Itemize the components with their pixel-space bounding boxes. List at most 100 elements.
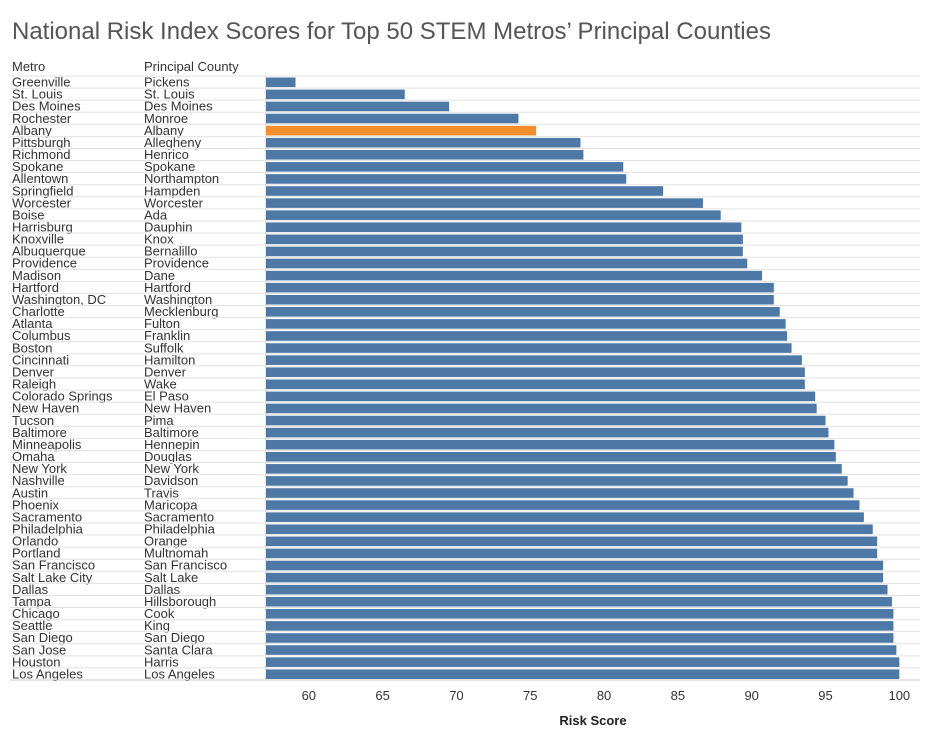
county-label: Dauphin [144,220,192,235]
county-label: Providence [144,256,209,271]
metro-label: Columbus [12,328,71,343]
bar [266,451,836,462]
metro-label: St. Louis [12,87,63,102]
county-label: Hartford [144,280,191,295]
metro-label: Boston [12,340,52,355]
metro-label: Pittsburgh [12,135,71,150]
county-label: Ada [144,207,168,222]
bar [266,137,581,148]
county-label: Salt Lake [144,570,198,585]
metro-label: Albuquerque [12,244,86,259]
bar [266,234,743,245]
bar [266,621,894,631]
county-label: Bernalillo [144,244,197,259]
county-label: Franklin [144,328,190,343]
x-tick-label: 65 [375,688,389,703]
county-label: Fulton [144,316,180,331]
county-label: Hennepin [144,437,200,452]
bar [266,596,892,607]
x-tick-label: 85 [671,688,685,703]
metro-label: San Diego [12,630,73,645]
bar [266,572,884,583]
x-tick-label: 90 [744,688,758,703]
bar [266,415,826,426]
county-label: Santa Clara [144,642,213,657]
bar [266,210,721,220]
metro-label: Worcester [12,195,72,210]
bar [266,77,296,88]
metro-label: Spokane [12,159,63,174]
bar [266,258,748,269]
county-label: Allegheny [144,135,202,150]
metro-label: Nashville [12,473,65,488]
county-label: Sacramento [144,509,214,524]
metro-label: Atlanta [12,316,53,331]
bar [266,149,584,160]
county-label: Multnomah [144,546,208,561]
bar [266,113,519,124]
bar [266,101,450,112]
bar [266,609,894,619]
metro-label: Charlotte [12,304,65,319]
metro-label: Seattle [12,618,52,633]
bar [266,270,763,281]
county-label: Henrico [144,147,189,162]
county-label: San Francisco [144,558,227,573]
metro-label: Raleigh [12,377,56,392]
bar [266,536,878,547]
county-label: El Paso [144,389,189,404]
bar [266,282,774,293]
bar [266,464,842,474]
county-label: Worcester [144,195,204,210]
bar [266,294,774,305]
county-label: Suffolk [144,340,184,355]
metro-label: Cincinnati [12,352,69,367]
metro-label: Phoenix [12,497,59,512]
county-label: Dallas [144,582,181,597]
bar [266,548,878,559]
county-label: St. Louis [144,87,195,102]
x-tick-label: 70 [449,688,463,703]
x-axis-title: Risk Score [559,713,626,728]
bar [266,331,788,341]
county-label: Baltimore [144,425,199,440]
county-label: Los Angeles [144,666,215,681]
county-label: Washington [144,292,212,307]
metro-label: Harrisburg [12,220,73,235]
metro-label: Providence [12,256,77,271]
bar [266,657,900,667]
metro-label: Colorado Springs [12,389,113,404]
county-label: Davidson [144,473,198,488]
bar [266,125,537,136]
county-label: Des Moines [144,99,213,114]
metro-label: Baltimore [12,425,67,440]
x-tick-label: 80 [597,688,611,703]
county-label: Spokane [144,159,195,174]
bar [266,307,780,317]
bar [266,476,848,486]
metro-label: Austin [12,485,48,500]
bar [266,560,884,571]
metro-label: Los Angeles [12,666,83,681]
bar [266,246,743,257]
county-label: New Haven [144,401,211,416]
metro-label: Washington, DC [12,292,106,307]
county-label: Knox [144,232,174,247]
metro-label: Chicago [12,606,60,621]
county-label: Hillsborough [144,594,216,609]
metro-label: Sacramento [12,509,82,524]
metro-label: Minneapolis [12,437,82,452]
bar [266,633,894,643]
metro-label: Allentown [12,171,68,186]
metro-label: Des Moines [12,99,81,114]
county-label: Travis [144,485,179,500]
metro-label: Richmond [12,147,71,162]
metro-label: Greenville [12,75,71,90]
bar [266,645,897,655]
bar [266,391,816,402]
county-label: Hampden [144,183,200,198]
bar [266,524,873,535]
bar [266,379,805,390]
